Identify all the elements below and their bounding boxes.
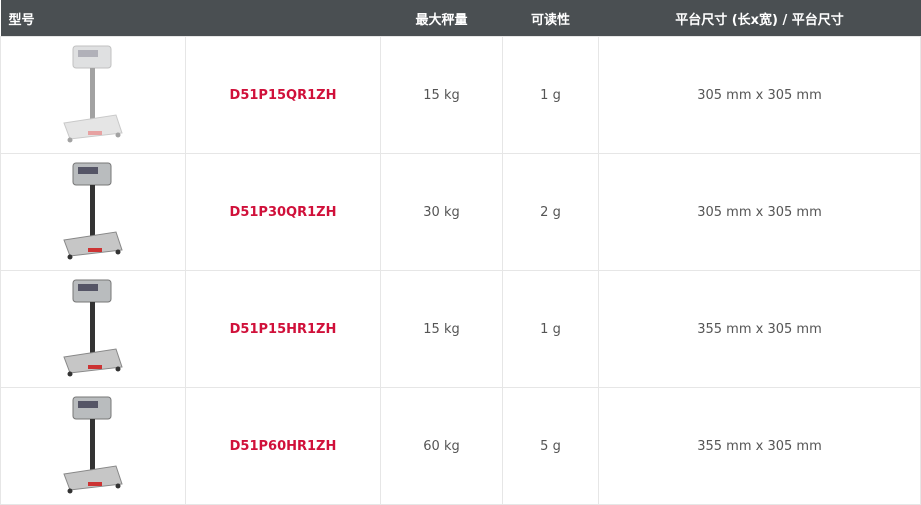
model-link[interactable]: D51P15QR1ZH [185,36,381,154]
readability: 2 g [502,153,599,271]
capacity: 60 kg [380,387,503,505]
table-row: D51P30QR1ZH 30 kg 2 g 305 mm x 305 mm [0,153,921,271]
scale-image[interactable] [58,277,128,377]
table-row: D51P15QR1ZH 15 kg 1 g 305 mm x 305 mm [0,36,921,154]
header-capacity[interactable]: 最大秤量 [380,0,503,37]
platform-size: 305 mm x 305 mm [598,153,921,271]
readability: 1 g [502,270,599,388]
readability: 5 g [502,387,599,505]
platform-size: 305 mm x 305 mm [598,36,921,154]
model-link[interactable]: D51P30QR1ZH [185,153,381,271]
table-row: D51P15HR1ZH 15 kg 1 g 355 mm x 305 mm [0,270,921,388]
platform-size: 355 mm x 305 mm [598,387,921,505]
capacity: 15 kg [380,36,503,154]
capacity: 30 kg [380,153,503,271]
capacity: 15 kg [380,270,503,388]
readability: 1 g [502,36,599,154]
scale-image[interactable] [58,160,128,260]
scale-image[interactable] [58,43,128,143]
product-image-cell [0,387,186,505]
platform-size: 355 mm x 305 mm [598,270,921,388]
header-model[interactable]: 型号 [0,0,186,37]
table-row: D51P60HR1ZH 60 kg 5 g 355 mm x 305 mm [0,387,921,505]
header-platform[interactable]: 平台尺寸 (长x宽) / 平台尺寸 [598,0,921,37]
table-header: 型号 最大秤量 可读性 平台尺寸 (长x宽) / 平台尺寸 [0,0,921,37]
model-link[interactable]: D51P60HR1ZH [185,387,381,505]
product-image-cell [0,270,186,388]
model-link[interactable]: D51P15HR1ZH [185,270,381,388]
product-image-cell [0,36,186,154]
header-readability[interactable]: 可读性 [502,0,599,37]
scale-image[interactable] [58,394,128,494]
product-image-cell [0,153,186,271]
header-empty [185,0,381,37]
